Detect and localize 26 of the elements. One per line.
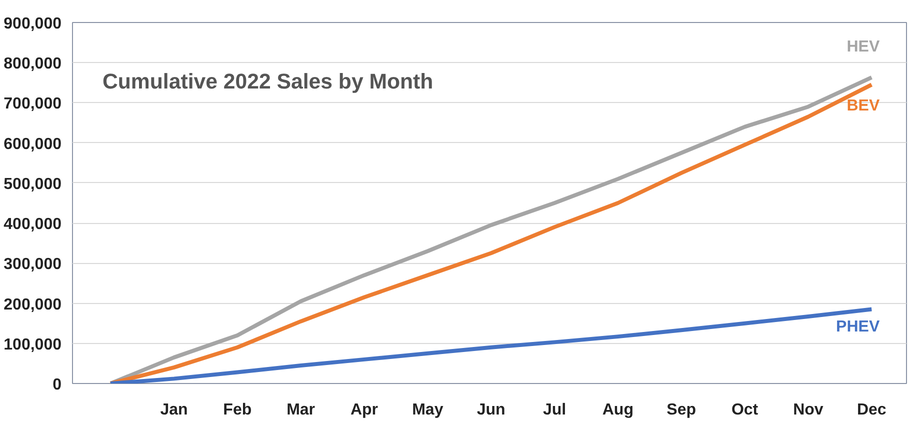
x-tick-label: Feb: [223, 402, 252, 418]
x-tick-label: Mar: [286, 402, 316, 418]
y-tick-label: 200,000: [4, 296, 62, 314]
x-tick-label: Jun: [476, 402, 506, 418]
series-label: HEV: [846, 38, 880, 56]
x-tick-label: Oct: [731, 402, 759, 418]
y-tick-label: 800,000: [4, 56, 62, 73]
y-tick-label: 400,000: [4, 216, 62, 234]
y-tick-label: 100,000: [4, 336, 62, 354]
x-tick-label: Jan: [160, 402, 188, 418]
y-tick-label: 900,000: [4, 16, 62, 32]
series-label: BEV: [846, 98, 880, 115]
x-tick-label: Apr: [350, 402, 378, 418]
y-tick-label: 0: [52, 376, 62, 394]
x-tick-label: May: [412, 402, 444, 418]
x-tick-label: Sep: [666, 402, 696, 418]
x-tick-label: Aug: [602, 402, 634, 418]
x-tick-label: Dec: [856, 402, 886, 418]
y-tick-label: 500,000: [4, 176, 62, 193]
x-tick-label: Jul: [542, 402, 566, 418]
y-tick-label: 600,000: [4, 136, 62, 153]
y-tick-label: 300,000: [4, 256, 62, 274]
series-label: PHEV: [836, 318, 880, 336]
y-tick-label: 700,000: [4, 96, 62, 113]
x-tick-label: Nov: [793, 402, 824, 418]
text: Cumulative 2022 Sales by Month: [102, 70, 434, 94]
